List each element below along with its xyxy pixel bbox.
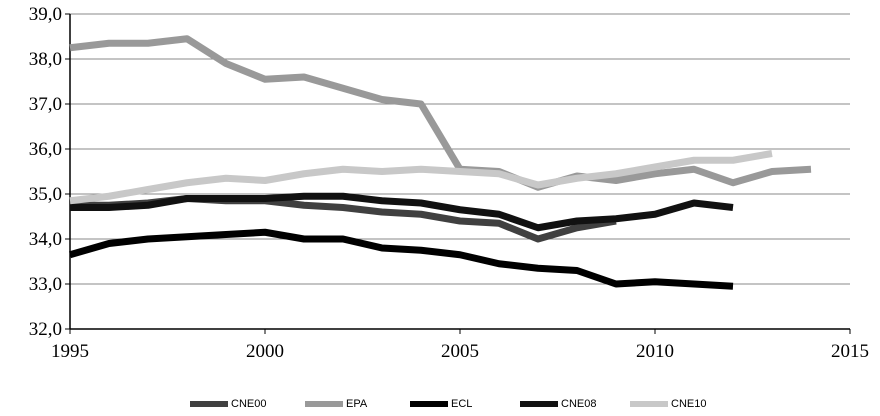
legend-label: CNE08 <box>561 398 596 410</box>
legend-label: CNE00 <box>231 398 266 410</box>
x-tick-label: 1995 <box>51 341 89 362</box>
legend-label: EPA <box>346 398 368 410</box>
x-tick-label: 2005 <box>441 341 479 362</box>
y-tick-label: 38,0 <box>29 49 62 70</box>
y-tick-label: 37,0 <box>29 94 62 115</box>
y-tick-label: 36,0 <box>29 139 62 160</box>
y-tick-label: 32,0 <box>29 319 62 340</box>
y-tick-label: 39,0 <box>29 4 62 25</box>
series-line <box>69 150 773 205</box>
x-tick-label: 2010 <box>636 341 674 362</box>
x-tick-label: 2015 <box>831 341 869 362</box>
legend-label: CNE10 <box>671 398 706 410</box>
y-tick-label: 33,0 <box>29 274 62 295</box>
series-line <box>69 228 734 290</box>
legend-label: ECL <box>451 398 472 410</box>
y-tick-label: 34,0 <box>29 229 62 250</box>
y-tick-label: 35,0 <box>29 184 62 205</box>
series-line <box>69 35 812 191</box>
series-line <box>70 192 734 232</box>
x-tick-label: 2000 <box>246 341 284 362</box>
